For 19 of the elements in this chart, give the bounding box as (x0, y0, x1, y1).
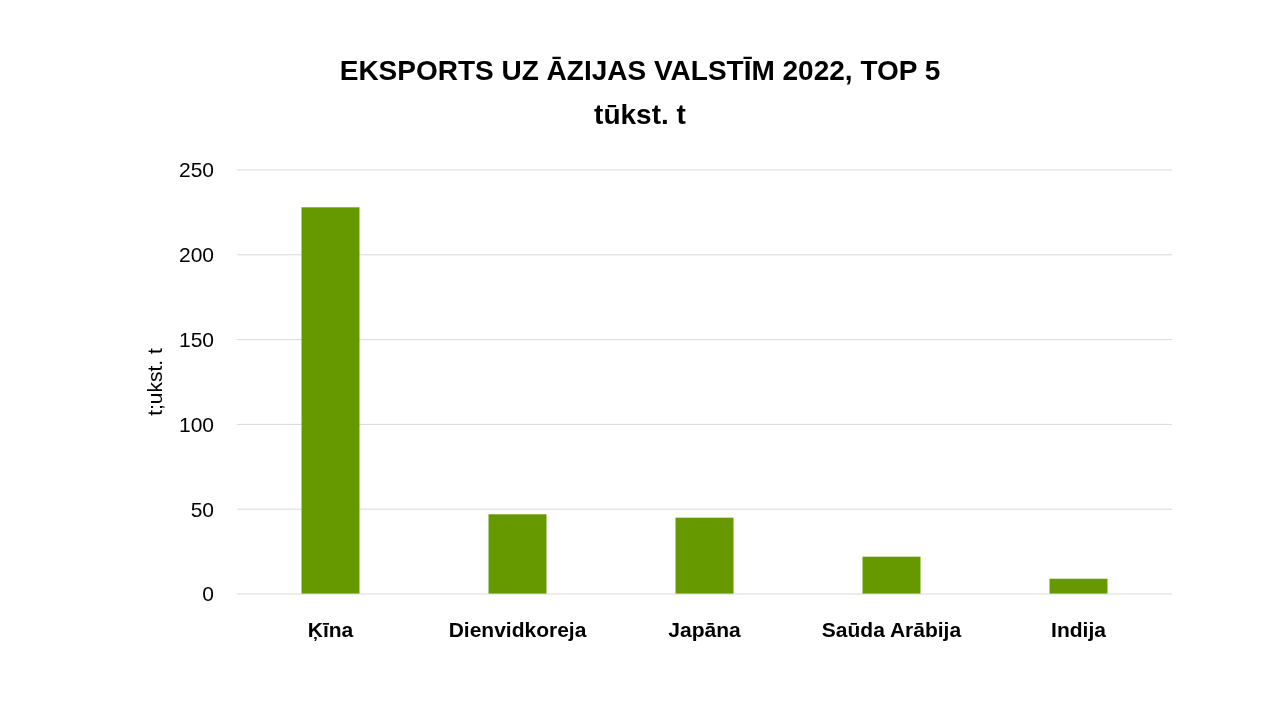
x-tick-label: Indija (1051, 618, 1107, 641)
y-tick-label: 150 (178, 327, 214, 351)
chart-subtitle: tūkst. t (594, 99, 686, 130)
y-tick-label: 250 (178, 158, 214, 182)
bar (488, 514, 547, 594)
x-tick-label: Ķīna (307, 618, 354, 641)
y-tick-label: 50 (190, 497, 214, 521)
x-tick-label: Dienvidkoreja (448, 618, 587, 641)
y-tick-label: 200 (178, 243, 214, 267)
chart-title: EKSPORTS UZ ĀZIJAS VALSTĪM 2022, TOP 5 (339, 55, 941, 86)
x-tick-label: Japāna (668, 618, 742, 641)
y-tick-label: 100 (178, 412, 214, 436)
bar (862, 556, 921, 594)
y-tick-label: 0 (202, 582, 214, 606)
bar (675, 517, 734, 594)
bar (1049, 578, 1108, 594)
y-axis-title: t;ukst. t (143, 347, 166, 416)
x-tick-label: Saūda Arābija (821, 618, 962, 641)
bar (301, 207, 360, 594)
